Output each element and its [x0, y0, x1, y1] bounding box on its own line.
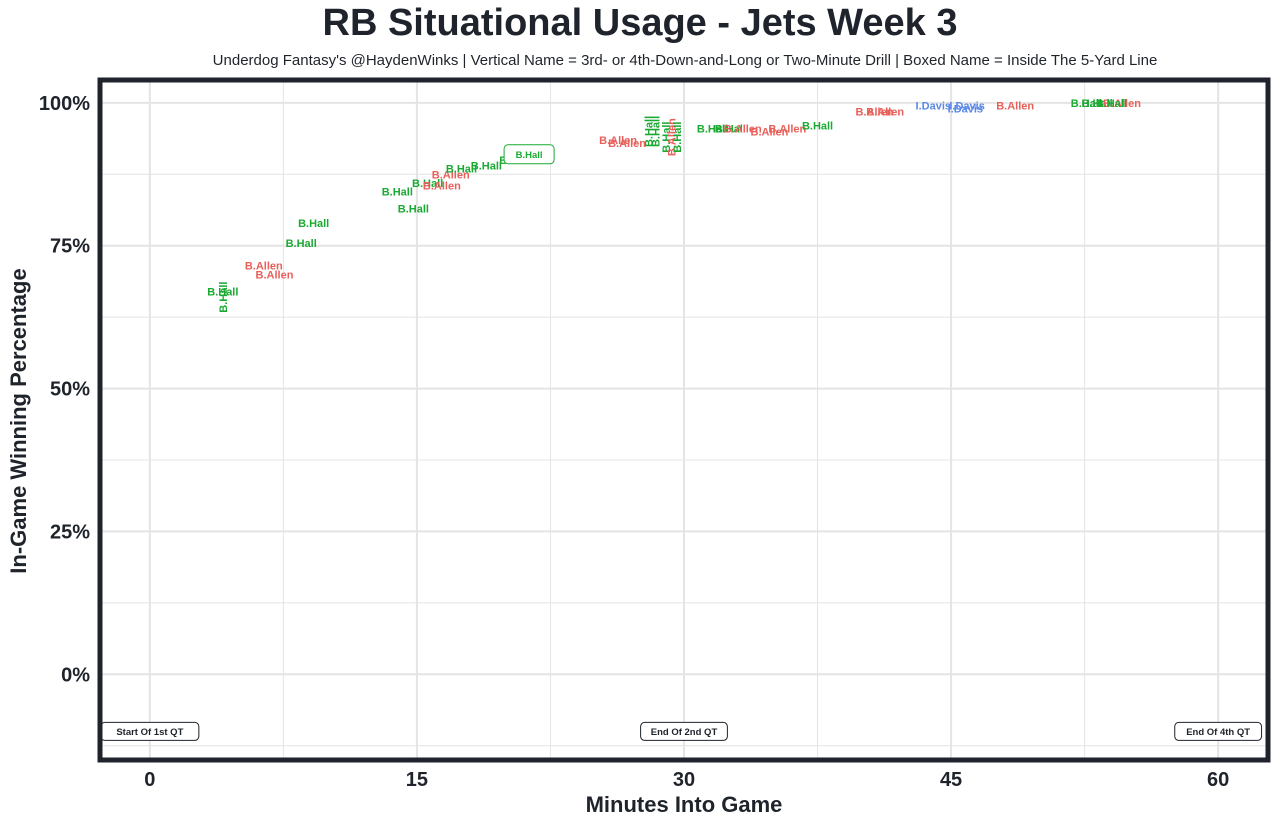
data-label: B.Allen — [866, 106, 904, 118]
x-axis-title: Minutes Into Game — [586, 792, 783, 817]
data-label-boxed: B.Hall — [503, 144, 555, 165]
quarter-marker-box — [640, 721, 728, 741]
data-label-vertical: B.Hall — [661, 122, 673, 153]
quarter-marker: End Of 4th QT — [1174, 721, 1263, 741]
quarter-marker-label: End Of 4th QT — [1186, 727, 1250, 738]
data-label: B.Allen — [724, 124, 762, 136]
data-label: B.Allen — [608, 138, 646, 150]
x-tick-label: 60 — [1207, 769, 1229, 791]
quarter-marker-box — [1174, 721, 1263, 741]
data-label-vertical: B.Hall — [651, 116, 663, 147]
data-label: B.Allen — [423, 181, 461, 193]
quarter-marker: Start Of 1st QT — [100, 721, 200, 741]
data-label: B.Allen — [599, 135, 637, 147]
chart-title: RB Situational Usage - Jets Week 3 — [322, 2, 958, 44]
data-label: B.Hall — [1096, 98, 1127, 110]
x-tick-label: 30 — [673, 769, 695, 791]
data-label: I.Davis — [948, 104, 983, 116]
data-label: B.Hall — [446, 164, 477, 176]
data-label: B.Hall — [207, 286, 238, 298]
plot-frame — [97, 77, 1271, 763]
data-label-vertical: B.Hall — [643, 116, 655, 147]
data-label: B.Allen — [996, 101, 1034, 113]
quarter-marker-label: End Of 2nd QT — [651, 727, 718, 738]
data-label: B.Hall — [398, 204, 429, 216]
data-label: B.Hall — [802, 121, 833, 133]
y-tick-label: 25% — [50, 521, 90, 543]
data-label-vertical: B.Allen — [667, 118, 679, 156]
data-label: B.Hall — [286, 238, 317, 250]
data-label: B.Allen — [768, 124, 806, 136]
data-label: B.Allen — [751, 126, 789, 138]
data-label: B.Hall — [412, 178, 443, 190]
y-tick-label: 75% — [50, 236, 90, 258]
data-label: B.Allen — [256, 269, 294, 281]
data-label-vertical: B.Hall — [218, 282, 230, 313]
data-labels: B.HallB.HallB.AllenB.AllenB.HallB.HallB.… — [207, 98, 1141, 313]
data-label: B.Hall — [697, 124, 728, 136]
x-tick-label: 15 — [406, 769, 428, 791]
data-label: B.Hall — [715, 124, 746, 136]
data-label-text: B.Hall — [516, 150, 543, 161]
data-label: B.Allen — [432, 169, 470, 181]
data-label: B.Allen — [245, 261, 283, 273]
quarter-markers: Start Of 1st QT End Of 2nd QT End Of 4th Q… — [100, 721, 1263, 741]
y-tick-label: 0% — [61, 664, 90, 686]
x-tick-label: 0 — [144, 769, 155, 791]
data-label: B.Hall — [1071, 98, 1102, 110]
quarter-marker-label: Start Of 1st QT — [116, 727, 183, 738]
data-label: I.Davis — [949, 101, 984, 113]
data-label: B.Allen — [856, 106, 894, 118]
chart-subtitle: Underdog Fantasy's @HaydenWinks | Vertic… — [212, 52, 1158, 69]
y-axis-title: In-Game Winning Percentage — [6, 268, 31, 573]
data-label: B.Hall — [382, 186, 413, 198]
x-axis-ticks: 0 15 30 45 60 — [144, 769, 1229, 791]
data-label-box — [503, 144, 555, 165]
x-tick-label: 45 — [940, 769, 962, 791]
y-axis-ticks: 0% 25% 50% 75% 100% — [39, 93, 90, 686]
data-label: I.Davis — [916, 101, 951, 113]
data-label: B.Hall — [1081, 98, 1112, 110]
y-tick-label: 50% — [50, 379, 90, 401]
y-tick-label: 100% — [39, 93, 90, 115]
data-label: B.Hall — [471, 161, 502, 173]
grid-lines — [100, 80, 1268, 760]
data-label: B.Allen — [1103, 98, 1141, 110]
quarter-marker: End Of 2nd QT — [640, 721, 728, 741]
data-label: B.Hall — [298, 218, 329, 230]
data-label-vertical: B.Hall — [672, 122, 684, 153]
